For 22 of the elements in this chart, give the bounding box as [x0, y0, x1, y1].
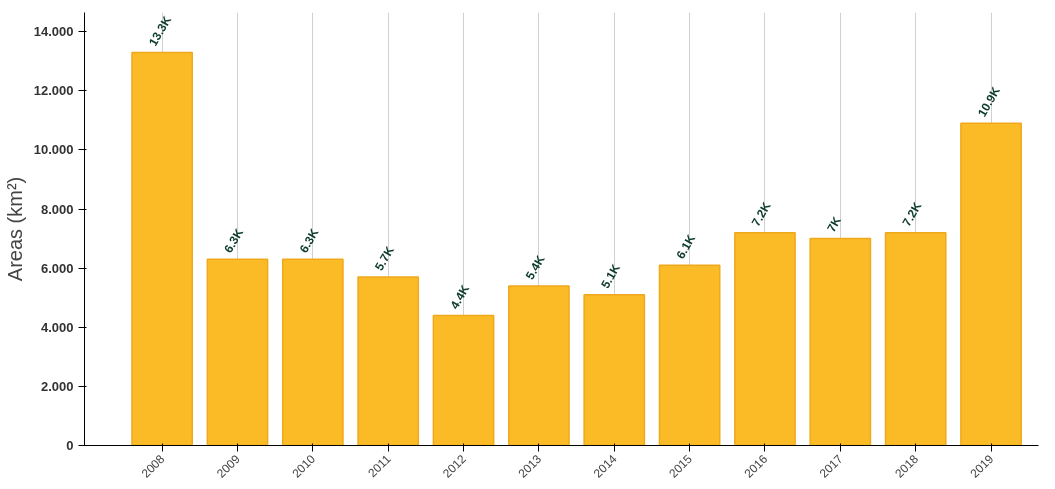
- bar: [432, 314, 495, 446]
- y-tick-label: 12.000: [33, 83, 74, 99]
- data-label: 7K: [824, 214, 845, 235]
- y-tick-label: 14.000: [33, 24, 74, 40]
- y-tick-label: 2.000: [40, 378, 74, 394]
- bar: [960, 122, 1022, 446]
- y-tick-label: 0: [66, 438, 74, 453]
- bar: [357, 276, 420, 446]
- y-tick-label: 6.000: [40, 260, 74, 276]
- bar: [206, 258, 269, 446]
- bar: [658, 264, 721, 446]
- bar: [884, 231, 947, 446]
- y-tick-label: 8.000: [40, 201, 74, 217]
- bar: [281, 258, 344, 446]
- y-tick-label: 10.000: [33, 142, 74, 158]
- y-tick-label: 4.000: [40, 319, 74, 335]
- bar: [131, 51, 194, 446]
- y-axis-title: Areas (km²): [3, 176, 26, 282]
- bar: [508, 285, 570, 446]
- bar: [734, 231, 796, 446]
- bar: [809, 237, 872, 446]
- bar: [583, 294, 646, 446]
